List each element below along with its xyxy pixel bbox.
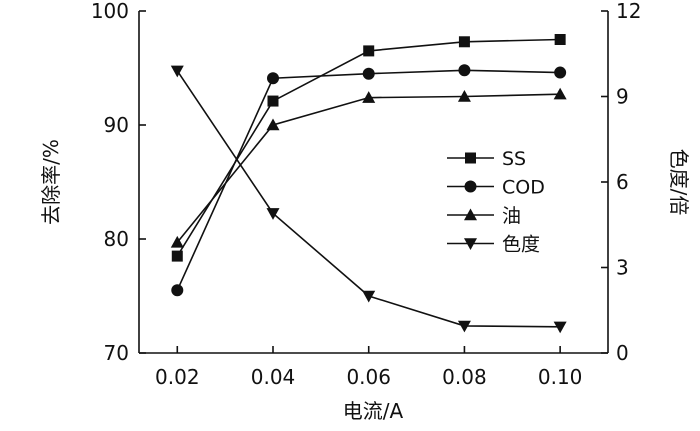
left-y-tick-label: 100 bbox=[91, 0, 129, 23]
right-y-tick-label: 3 bbox=[616, 256, 629, 280]
left-y-tick-label: 90 bbox=[104, 113, 129, 137]
data-point bbox=[554, 66, 567, 79]
data-point bbox=[171, 284, 184, 297]
x-tick-label: 0.08 bbox=[442, 365, 487, 389]
right-y-tick-label: 9 bbox=[616, 85, 629, 109]
legend-marker bbox=[464, 238, 477, 250]
data-point bbox=[170, 65, 184, 78]
left-y-tick-label: 70 bbox=[104, 341, 129, 365]
legend-marker bbox=[464, 180, 477, 193]
data-point bbox=[458, 36, 470, 48]
series-line bbox=[176, 70, 561, 328]
data-point bbox=[362, 290, 376, 303]
legend-label: COD bbox=[502, 177, 545, 199]
data-point bbox=[362, 67, 375, 80]
legend-entry: 色度 bbox=[447, 234, 540, 256]
x-tick-label: 0.10 bbox=[538, 365, 583, 389]
legend-marker bbox=[465, 152, 476, 164]
data-point bbox=[458, 64, 471, 77]
data-point bbox=[554, 34, 566, 45]
left-axis-title: 去除率/% bbox=[39, 139, 63, 225]
right-y-tick-label: 0 bbox=[616, 341, 629, 365]
right-y-tick-label: 12 bbox=[616, 0, 641, 23]
legend-label: 油 bbox=[502, 205, 521, 227]
data-point bbox=[553, 87, 567, 100]
series-2 bbox=[171, 64, 567, 297]
data-point bbox=[267, 95, 279, 107]
data-point bbox=[553, 321, 567, 334]
legend-label: SS bbox=[502, 148, 526, 170]
x-tick-label: 0.02 bbox=[155, 365, 200, 389]
data-point bbox=[457, 90, 471, 102]
data-point bbox=[457, 320, 471, 333]
data-point bbox=[362, 91, 376, 103]
legend-label: 色度 bbox=[502, 234, 540, 256]
series-3 bbox=[170, 87, 567, 248]
data-point bbox=[170, 235, 184, 248]
series-layer bbox=[170, 34, 567, 334]
data-point bbox=[267, 72, 279, 85]
legend-entry: COD bbox=[447, 177, 545, 199]
ticks: 0.02 0.04 0.06 0.08 0.10 70 80 90 100 0 3 6 9 12 bbox=[91, 0, 642, 389]
series-1 bbox=[171, 34, 566, 262]
data-point bbox=[363, 45, 375, 57]
right-y-tick-label: 6 bbox=[616, 170, 629, 194]
right-axis-title: 色度/倍 bbox=[667, 149, 691, 216]
data-point bbox=[171, 250, 183, 262]
legend: SS COD 油色度 bbox=[447, 148, 545, 256]
legend-entry: SS bbox=[447, 148, 526, 170]
legend-marker bbox=[464, 208, 477, 221]
series-4 bbox=[170, 65, 567, 334]
x-axis-title: 电流/A bbox=[343, 399, 404, 423]
data-point bbox=[266, 118, 280, 131]
data-point bbox=[266, 208, 280, 220]
x-tick-label: 0.04 bbox=[251, 365, 296, 389]
left-y-tick-label: 80 bbox=[104, 227, 129, 251]
legend-entry: 油 bbox=[447, 205, 521, 227]
x-tick-label: 0.06 bbox=[346, 365, 391, 389]
